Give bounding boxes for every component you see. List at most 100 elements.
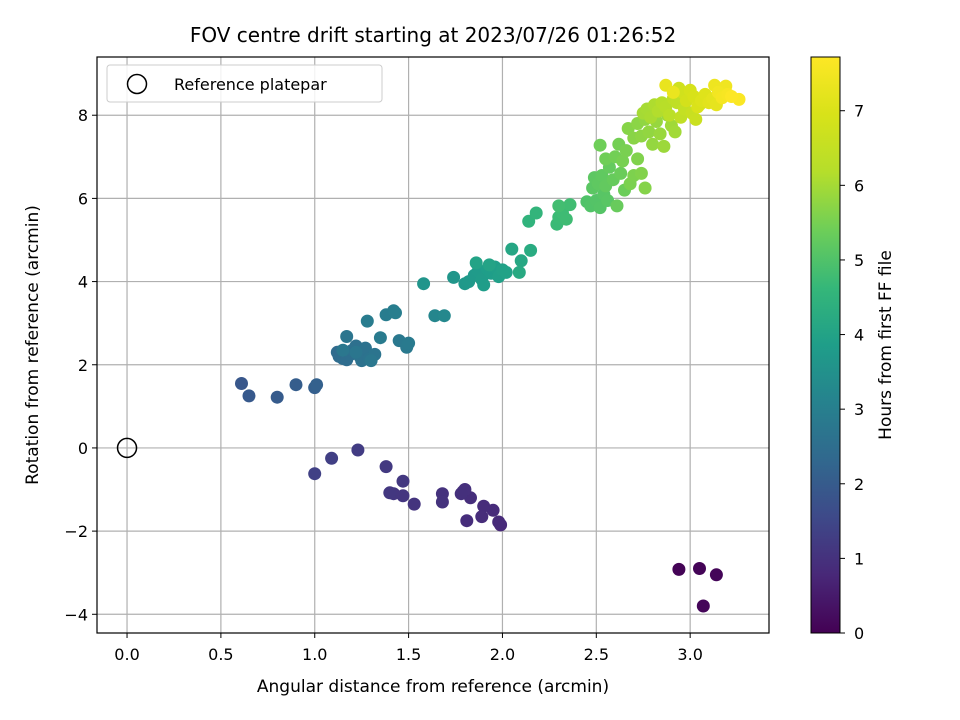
data-point [475,510,489,524]
data-point [437,309,451,323]
data-point [469,256,483,270]
colorbar-tick-label: 7 [854,102,864,121]
data-point [360,314,374,328]
y-tick-label: 4 [78,273,88,292]
data-point [522,214,536,228]
data-point [552,199,566,213]
legend-box [106,64,383,103]
data-point [396,474,410,488]
x-tick-label: 0.5 [208,645,233,664]
y-axis-title: Rotation from reference (arcmin) [23,205,43,485]
colorbar: 0 1 2 3 4 5 6 7 Hours from first FF file [810,56,896,643]
data-point [383,486,397,500]
data-point [270,390,284,404]
data-point [657,139,671,153]
legend-marker-icon [126,73,148,95]
colorbar-tick-label: 2 [854,475,864,494]
data-point [364,354,378,368]
data-point [505,242,519,256]
data-point [563,198,577,212]
data-point [646,137,660,151]
y-tick-label: −4 [64,605,88,624]
data-point [477,499,491,513]
data-point [514,254,528,268]
plot-frame [96,56,770,634]
data-point [529,206,543,220]
colorbar-title: Hours from first FF file [876,250,896,440]
data-point [693,562,706,575]
data-point [349,345,363,359]
data-points [235,78,746,613]
data-point [672,562,686,576]
data-point [289,378,303,392]
data-point [308,467,322,481]
data-point [407,497,421,511]
colorbar-tick-label: 4 [854,326,864,345]
grid [97,57,769,633]
colorbar-tick-label: 0 [854,624,864,643]
data-point [610,199,624,213]
colorbar-tick-label: 6 [854,176,864,195]
y-tick-label: 2 [78,356,88,375]
data-point [689,112,703,126]
data-point [447,270,461,284]
x-axis-ticks: 0.0 0.5 1.0 1.5 2.0 2.5 3.0 [114,633,703,664]
data-point [663,108,676,122]
data-point [482,258,496,272]
chart-title: FOV centre drift starting at 2023/07/26 … [190,23,676,47]
data-point [310,378,324,392]
data-point [619,144,633,158]
data-point [454,487,468,501]
data-point [235,377,248,390]
data-point [616,154,630,168]
data-point [460,514,474,528]
data-point [373,331,387,345]
y-tick-label: 8 [78,106,88,125]
x-tick-label: 1.0 [302,645,327,664]
data-point [242,389,256,403]
data-point [417,277,431,291]
data-point [351,443,365,457]
data-point [666,85,680,99]
data-point [512,265,526,279]
data-point [477,278,491,292]
legend: Reference platepar [106,64,383,103]
data-point [559,212,573,226]
x-tick-label: 2.0 [490,645,515,664]
data-point [325,451,339,465]
colorbar-tick-label: 5 [854,251,864,270]
data-point [593,138,607,152]
x-tick-label: 0.0 [114,645,139,664]
data-point [379,460,393,474]
data-point [634,166,648,180]
legend-label: Reference platepar [174,75,327,94]
data-point [499,265,513,279]
data-point [638,181,652,195]
data-point [614,166,628,180]
data-point [668,125,682,139]
colorbar-tick-label: 1 [854,549,864,568]
reference-platepar-marker [116,437,138,459]
x-tick-label: 3.0 [677,645,702,664]
y-axis-ticks: −4 −2 0 2 4 6 8 [64,106,97,624]
data-point [696,599,710,613]
y-tick-label: −2 [64,522,88,541]
data-point [402,336,416,350]
data-point [336,343,350,357]
data-point [601,194,615,207]
x-tick-label: 1.5 [396,645,421,664]
colorbar-ticks: 0 1 2 3 4 5 6 7 [840,102,864,643]
data-point [725,90,738,103]
data-point [653,127,667,141]
data-point [524,243,538,257]
data-point [435,495,449,509]
colorbar-gradient [810,56,841,634]
x-tick-label: 2.5 [584,645,609,664]
y-tick-label: 6 [78,189,88,208]
data-point [631,152,645,166]
data-point [642,125,656,139]
data-point [709,568,723,582]
y-tick-label: 0 [78,439,88,458]
